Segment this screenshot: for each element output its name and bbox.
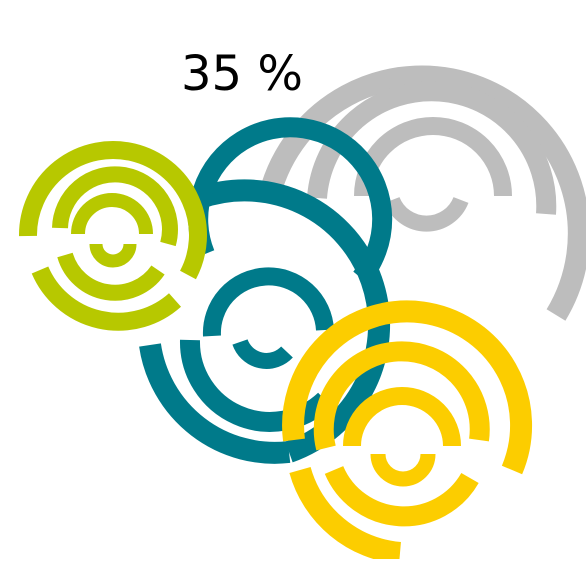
yellow-arc-inner (370, 453, 436, 487)
lime-arc-third (71, 193, 153, 235)
teal-arc-third (202, 267, 334, 337)
yellow-spiral (282, 300, 533, 563)
teal-arc-outer-left (139, 343, 291, 464)
lime-arc-outer-lower (31, 266, 182, 331)
percent-label: 35 % (181, 46, 303, 102)
teal-spiral (139, 117, 393, 464)
lime-arc-second-lower (57, 252, 165, 301)
lime-arc-second (52, 166, 178, 247)
yellow-arc-outer-lower (289, 466, 402, 563)
yellow-arc-second-lower (324, 465, 479, 527)
teal-arc-inner (232, 338, 293, 369)
yellow-arc-third (343, 387, 461, 447)
lime-arc-outer (18, 141, 207, 280)
teal-arc-second (188, 117, 393, 285)
lime-arc-inner (89, 243, 137, 268)
yellow-arc-outer (282, 300, 533, 475)
yellow-arc-second (313, 341, 490, 451)
gray-arc-inner (384, 196, 469, 232)
lime-spiral (18, 141, 207, 331)
gray-spiral (257, 65, 586, 321)
